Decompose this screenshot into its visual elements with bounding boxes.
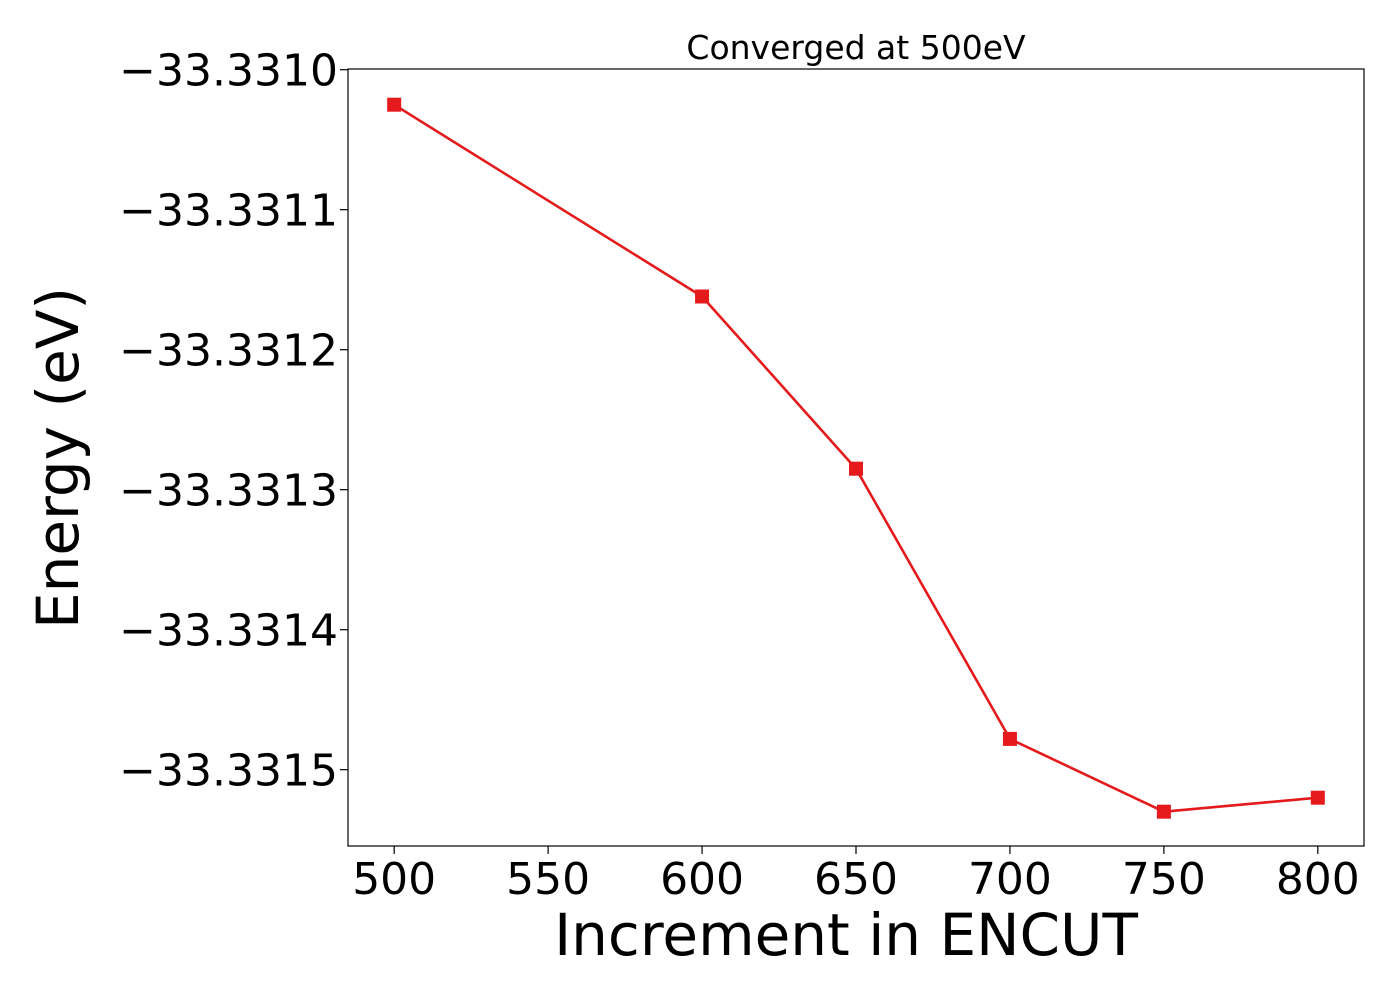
x-tick-label: 500	[352, 854, 436, 905]
y-tick-label: −33.3315	[119, 746, 338, 797]
y-tick-label: −33.3314	[119, 606, 338, 657]
series-layer	[387, 97, 1325, 819]
x-tick-label: 650	[814, 854, 898, 905]
x-tick-label: 700	[968, 854, 1052, 905]
y-tick-label: −33.3310	[119, 46, 338, 97]
data-point-marker	[387, 97, 402, 112]
data-point-marker	[695, 289, 710, 304]
x-tick-label: 600	[660, 854, 744, 905]
data-point-marker	[1002, 731, 1017, 746]
y-tick-label: −33.3311	[119, 186, 338, 237]
y-axis-ticks: −33.3310 −33.3311 −33.3312 −33.3313 −33.3314…	[119, 46, 348, 797]
x-tick-label: 800	[1276, 854, 1360, 905]
chart-title: Converged at 500eV	[686, 28, 1026, 67]
x-axis-ticks: 500 550 600 650 700 750 800	[352, 846, 1360, 905]
y-axis-label: Energy (eV)	[24, 287, 92, 629]
y-tick-label: −33.3312	[119, 326, 338, 377]
plot-frame	[347, 68, 1365, 847]
data-point-marker	[1310, 790, 1325, 805]
series-line	[393, 103, 1318, 814]
y-tick-label: −33.3313	[119, 466, 338, 517]
data-point-marker	[849, 461, 863, 476]
x-tick-label: 750	[1122, 854, 1206, 905]
x-axis-label: Increment in ENCUT	[554, 901, 1138, 969]
data-point-marker	[1156, 804, 1171, 819]
x-tick-label: 550	[506, 854, 590, 905]
